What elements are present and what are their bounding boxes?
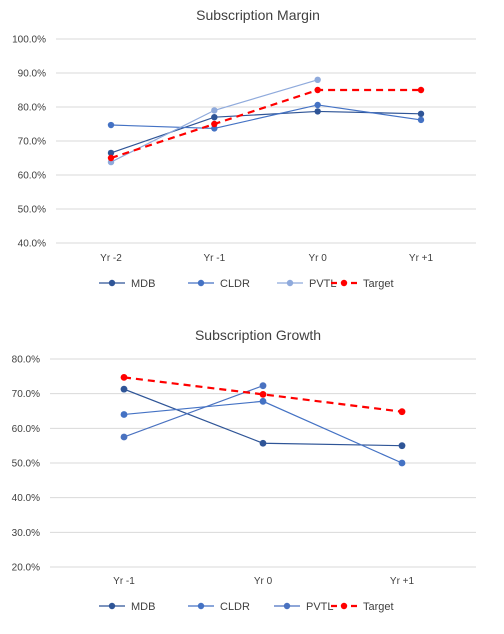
series-line-cldr (123, 400, 403, 464)
subscription-growth-chart: Subscription Growth 80.0% 70.0% 60.0% 50.0%… (12, 327, 476, 613)
y-tick-label: 20.0% (12, 563, 40, 574)
legend-marker (340, 279, 348, 287)
data-point-target (398, 408, 406, 416)
x-tick-label: Yr -2 (100, 253, 122, 264)
series-line-pvtl (123, 385, 264, 438)
y-tick-label: 60.0% (12, 424, 40, 435)
x-tick-label: Yr 0 (308, 253, 327, 264)
x-tick-label: Yr -1 (113, 576, 135, 587)
legend-marker (197, 602, 205, 610)
series-line-mdb (110, 110, 422, 154)
y-tick-label: 40.0% (12, 493, 40, 504)
y-tick-label: 40.0% (18, 239, 46, 250)
data-point-pvtl (211, 107, 218, 114)
data-point-cldr (107, 121, 115, 129)
legend-label: MDB (131, 278, 155, 290)
legend-label: Target (363, 601, 394, 613)
legend-label: MDB (131, 601, 155, 613)
legend-marker (197, 279, 205, 287)
y-tick-label: 50.0% (12, 459, 40, 470)
legend-item-cldr: CLDR (188, 278, 250, 290)
legend-label: CLDR (220, 601, 250, 613)
series-line-target (123, 376, 403, 413)
data-point-target (314, 86, 321, 94)
chart-title: Subscription Growth (195, 327, 321, 343)
data-point-target (211, 120, 218, 128)
legend-item-cldr: CLDR (188, 601, 250, 613)
data-point-mdb (107, 149, 115, 157)
legend-item-mdb: MDB (99, 278, 155, 290)
series-line-target (110, 88, 421, 160)
legend-marker (108, 602, 116, 610)
data-point-target (259, 390, 267, 398)
x-tick-label: Yr +1 (390, 576, 415, 587)
y-tick-label: 80.0% (18, 103, 46, 114)
legend-label: PVTL (309, 278, 337, 290)
data-point-pvtl (259, 382, 267, 390)
legend-marker (340, 602, 348, 610)
data-point-cldr (398, 459, 406, 467)
data-point-cldr (211, 125, 218, 132)
data-point-target (417, 86, 425, 94)
chart-title: Subscription Margin (196, 7, 320, 23)
x-tick-label: Yr -1 (203, 253, 225, 264)
legend-item-pvtl: PVTL (277, 278, 337, 290)
legend-label: CLDR (220, 278, 250, 290)
legend-item-mdb: MDB (99, 601, 155, 613)
data-point-cldr (314, 101, 321, 109)
data-point-mdb (259, 439, 267, 447)
y-tick-label: 70.0% (18, 137, 46, 148)
y-tick-label: 80.0% (12, 355, 40, 366)
data-point-pvtl (120, 433, 128, 441)
y-tick-label: 100.0% (12, 35, 46, 46)
data-point-pvtl (314, 76, 321, 84)
y-tick-label: 50.0% (18, 205, 46, 216)
y-tick-label: 90.0% (18, 69, 46, 80)
legend-marker (286, 279, 294, 287)
data-point-cldr (259, 397, 267, 405)
legend-label: PVTL (306, 601, 334, 613)
legend-item-pvtl: PVTL (274, 601, 334, 613)
y-tick-label: 70.0% (12, 389, 40, 400)
data-point-target (107, 154, 115, 162)
data-point-cldr (120, 411, 128, 418)
series-line-cldr (110, 104, 422, 130)
data-point-target (120, 373, 128, 381)
legend-marker (283, 602, 291, 610)
x-tick-label: Yr +1 (409, 253, 434, 264)
subscription-margin-chart: Subscription Margin 100.0% 90.0% 80.0% 70.0… (12, 7, 476, 290)
legend-marker (108, 279, 116, 287)
data-point-mdb (398, 442, 406, 450)
legend-item-target: Target (331, 278, 394, 290)
legend-label: Target (363, 278, 394, 290)
data-point-mdb (314, 108, 321, 115)
legend-item-target: Target (331, 601, 394, 613)
data-point-mdb (417, 110, 425, 118)
y-tick-label: 60.0% (18, 171, 46, 182)
data-point-mdb (211, 114, 218, 121)
data-point-mdb (120, 385, 128, 393)
y-tick-label: 30.0% (12, 528, 40, 539)
data-point-cldr (417, 116, 425, 124)
x-tick-label: Yr 0 (254, 576, 273, 587)
